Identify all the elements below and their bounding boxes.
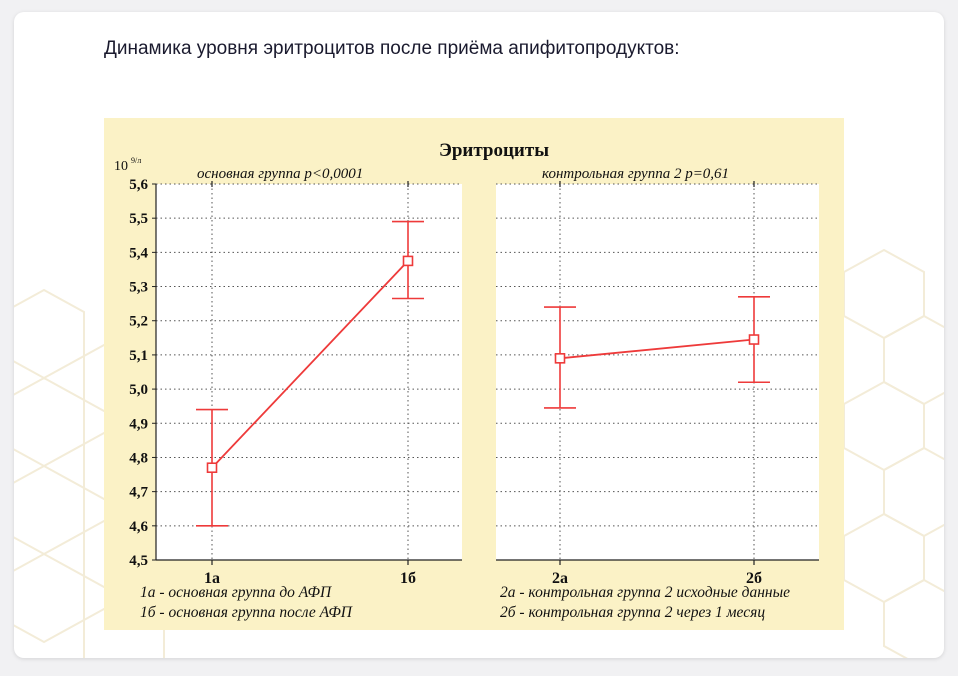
plot-area-right [496,184,819,560]
y-tick-label-2: 4,7 [129,485,148,501]
y-tick-label-4: 4,9 [129,416,148,432]
content-card: Динамика уровня эритроцитов после приёма… [14,12,944,658]
data-point-1б [402,255,414,267]
y-unit-label: 10 9/л [114,156,141,174]
legend-entry-1a: 1а - основная группа до АФП [140,584,332,601]
legend-entry-1b: 1б - основная группа после АФП [140,604,352,621]
y-tick-label-10: 5,5 [129,211,148,227]
data-point-1а [206,462,218,474]
x-tick-label-1а: 1а [204,570,220,587]
x-tick-label-2б: 2б [746,570,762,587]
y-tick-label-11: 5,6 [129,177,148,193]
series-line-panel-1 [211,260,409,469]
erythrocytes-chart: 4,5 4,6 4,7 4,8 4,9 5,0 5,1 5,2 5,3 5,4 5,5 5,6 1а 1б… [114,140,819,587]
y-tick-label-7: 5,2 [129,314,148,330]
plot-area-left [156,184,462,560]
x-tick-label-1б: 1б [400,570,416,587]
legend-entry-2a: 2а - контрольная группа 2 исходные данны… [500,584,790,601]
y-tick-label-9: 5,4 [129,245,148,261]
y-tick-label-6: 5,1 [129,348,148,364]
y-tick-label-8: 5,3 [129,280,148,296]
page-heading: Динамика уровня эритроцитов после приёма… [104,38,680,59]
y-tick-label-1: 4,6 [129,519,148,535]
chart-figure: 4,5 4,6 4,7 4,8 4,9 5,0 5,1 5,2 5,3 5,4 5,5 5,6 1а 1б… [104,118,844,630]
legend-entry-2b: 2б - контрольная группа 2 через 1 месяц [500,604,766,621]
series-line-panel-2 [559,338,755,360]
data-point-2а [554,353,566,364]
panel-left-subtitle: основная группа p<0,0001 [197,166,363,182]
y-tick-label-3: 4,8 [129,450,148,466]
data-point-2б [748,334,760,345]
y-tick-label-5: 5,0 [129,382,148,398]
y-tick-label-0: 4,5 [129,553,148,569]
panel-right-subtitle: контрольная группа 2 p=0,61 [542,166,729,182]
x-tick-label-2а: 2а [552,570,568,587]
chart-title: Эритроциты [439,140,549,161]
